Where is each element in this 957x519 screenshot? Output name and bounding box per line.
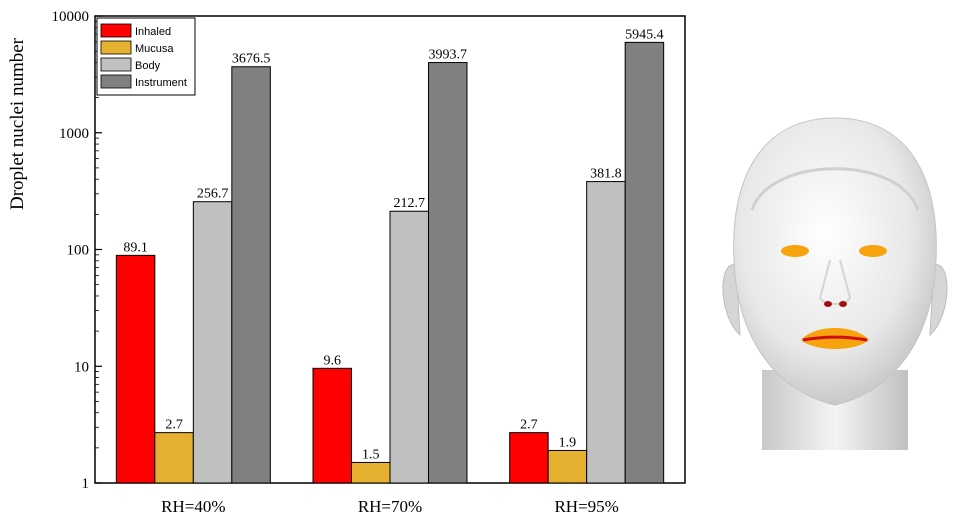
bar-body-1 — [192, 201, 233, 484]
y-tick-label: 1000 — [59, 126, 89, 142]
legend-swatch-inhaled — [100, 23, 132, 38]
legend-swatch-body — [100, 57, 132, 72]
y-axis: 1 10 100 1000 10000 — [52, 9, 102, 492]
legend-label-body: Body — [135, 60, 161, 72]
y-axis-label: Droplet nuclei number — [7, 37, 28, 210]
bar-instrument-1 — [231, 66, 271, 484]
y-tick-label: 1 — [82, 476, 90, 492]
head-shape — [733, 117, 937, 406]
data-labels: 89.1 9.6 2.7 2.7 1.5 1.9 256.7 212.7 381.8 3676.5… — [123, 27, 663, 462]
bar-instrument-2 — [428, 62, 468, 484]
data-label: 2.7 — [165, 418, 183, 433]
bar-mucusa-2 — [351, 461, 391, 484]
bar-mucusa-3 — [547, 449, 588, 484]
data-label: 212.7 — [394, 196, 426, 211]
y-tick-label: 10000 — [52, 9, 90, 25]
right-nostril — [839, 301, 847, 307]
head-model-illustration — [722, 117, 948, 450]
data-label: 1.9 — [559, 435, 577, 450]
legend-label-mucusa: Mucusa — [135, 43, 174, 55]
data-label: 3993.7 — [429, 48, 468, 63]
data-label: 5945.4 — [625, 27, 664, 42]
data-label: 1.5 — [362, 447, 380, 462]
bar-instrument-3 — [624, 41, 665, 484]
left-nostril — [824, 301, 832, 307]
bar-body-2 — [389, 210, 429, 484]
bars — [115, 41, 665, 484]
legend-label-instrument: Instrument — [135, 77, 187, 89]
nose — [818, 259, 852, 305]
legend-label-inhaled: Inhaled — [135, 26, 171, 38]
bar-body-3 — [586, 181, 626, 484]
bar-inhaled-2 — [312, 367, 352, 484]
right-eye-region — [859, 245, 887, 257]
legend-swatch-mucusa — [100, 40, 132, 55]
x-category-label: RH=95% — [554, 497, 618, 516]
x-axis: RH=40% RH=70% RH=95% — [161, 497, 619, 516]
bar-mucusa-1 — [154, 432, 194, 484]
legend: Inhaled Mucusa Body Instrument — [96, 17, 196, 96]
mouth-opening — [802, 335, 868, 342]
bar-inhaled-3 — [509, 432, 549, 484]
y-tick-label: 100 — [67, 243, 90, 259]
data-label: 89.1 — [123, 240, 148, 255]
data-label: 256.7 — [197, 187, 229, 202]
data-label: 381.8 — [590, 167, 622, 182]
bar-chart: 1 10 100 1000 10000 89.1 9.6 2.7 2.7 1.5 1.9 256.7… — [7, 9, 686, 516]
y-tick-label: 10 — [74, 359, 89, 375]
data-label: 3676.5 — [232, 52, 271, 67]
x-category-label: RH=70% — [358, 497, 422, 516]
hairline — [750, 167, 920, 211]
x-category-label: RH=40% — [161, 497, 225, 516]
data-label: 2.7 — [520, 418, 538, 433]
legend-swatch-instrument — [100, 74, 132, 89]
bar-inhaled-1 — [115, 254, 156, 484]
data-label: 9.6 — [324, 353, 342, 368]
left-eye-region — [781, 245, 809, 257]
